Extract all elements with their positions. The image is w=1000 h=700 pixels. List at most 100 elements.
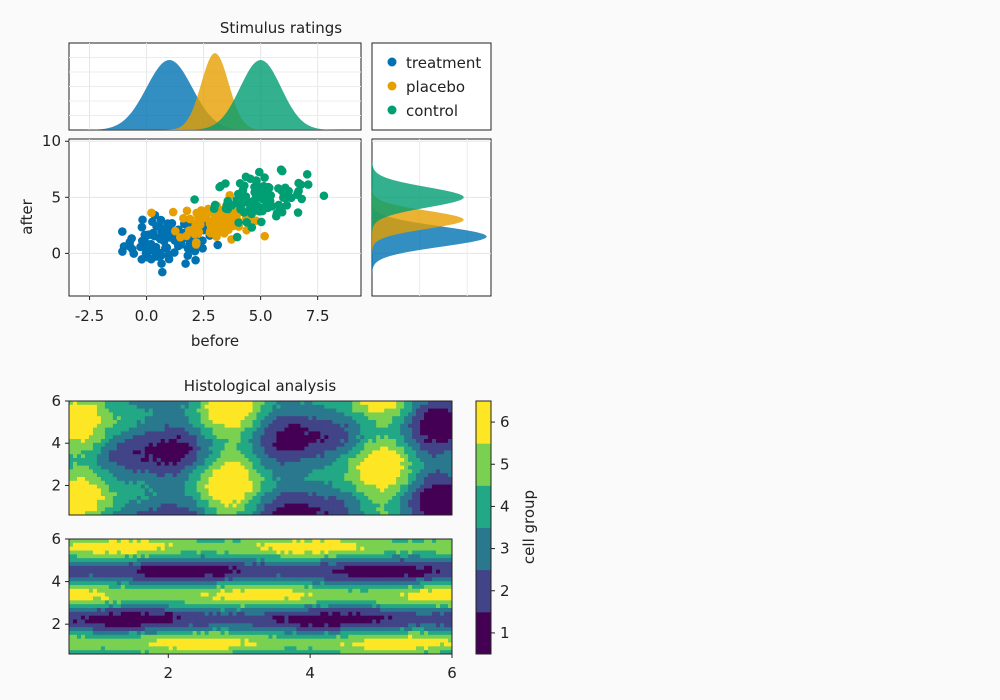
heat-cell xyxy=(116,465,122,470)
heat-cell xyxy=(88,565,94,571)
heat-cell xyxy=(396,439,401,444)
heat-cell xyxy=(76,404,82,410)
heat-cell xyxy=(216,646,222,651)
heat-cell xyxy=(304,480,309,486)
heat-cell xyxy=(292,412,298,417)
heat-cell xyxy=(440,499,445,505)
heat-cell xyxy=(312,427,317,432)
heat-cell xyxy=(388,480,393,486)
heat-cell xyxy=(388,454,393,459)
heat-cell xyxy=(172,554,178,559)
heat-cell xyxy=(120,642,126,647)
heat-cell xyxy=(84,477,90,482)
heat-cell xyxy=(372,465,377,470)
scatter-point-placebo xyxy=(199,209,209,219)
heat-cell xyxy=(184,480,190,486)
scatter-point-treatment xyxy=(137,222,147,232)
heat-cell xyxy=(264,558,270,563)
heat-cell xyxy=(396,465,401,470)
heat-cell xyxy=(132,416,138,421)
heat-cell xyxy=(76,565,82,571)
heat-cell xyxy=(256,650,262,654)
heat-cell xyxy=(240,507,246,512)
heat-cell xyxy=(208,627,214,632)
heat-cell xyxy=(140,477,146,482)
heat-cell xyxy=(296,627,301,632)
heat-cell xyxy=(168,569,174,575)
heat-cell xyxy=(352,492,357,497)
heat-cell xyxy=(200,573,206,578)
heat-cell xyxy=(144,627,150,632)
heat-cell xyxy=(140,627,146,632)
heat-cell xyxy=(332,511,337,515)
heat-cell xyxy=(252,416,258,421)
heat-cell xyxy=(132,469,138,474)
heat-cell xyxy=(344,488,349,493)
heat-cell xyxy=(104,442,110,448)
heat-cell xyxy=(444,484,449,489)
heat-cell xyxy=(260,565,266,571)
heat-cell xyxy=(136,646,142,651)
heat-cell xyxy=(160,539,166,544)
scatter-point-control xyxy=(293,188,303,198)
heat-cell xyxy=(244,469,250,474)
heat-cell xyxy=(248,608,254,613)
heat-cell xyxy=(348,450,353,455)
heat-cell xyxy=(172,446,178,451)
heat-cell xyxy=(284,631,290,636)
heat-cell xyxy=(104,450,110,455)
heat-cell xyxy=(204,577,210,582)
heat-cell xyxy=(176,542,182,548)
heat-cell xyxy=(280,562,286,567)
heat-cell xyxy=(200,439,206,444)
heat-cell xyxy=(376,499,381,505)
heat-cell xyxy=(380,454,385,459)
heat-cell xyxy=(256,416,262,421)
heat-cell xyxy=(120,427,126,432)
heat-cell xyxy=(124,569,130,575)
heat-cell xyxy=(188,539,194,544)
heat-cell xyxy=(152,611,158,617)
heat-cell xyxy=(272,477,278,482)
heat-cell xyxy=(208,581,214,586)
scatter-point-treatment xyxy=(164,254,174,264)
heat-cell xyxy=(416,450,421,455)
heat-cell xyxy=(392,401,397,406)
heat-cell xyxy=(164,596,170,601)
heat-cell xyxy=(300,473,305,478)
heat-cell xyxy=(276,503,282,508)
heat-cell xyxy=(420,401,425,406)
heat-cell xyxy=(196,507,202,512)
heat-cell xyxy=(128,650,134,654)
heat-cell xyxy=(412,423,417,429)
heat-cell xyxy=(436,473,441,478)
heat-cell xyxy=(180,450,186,455)
heat-cell xyxy=(176,608,182,613)
heat-cell xyxy=(296,631,301,636)
heat-cell xyxy=(244,569,250,575)
heat-cell xyxy=(180,446,186,451)
heat-cell xyxy=(248,420,254,425)
scatter-point-treatment xyxy=(170,248,179,257)
heat-cell xyxy=(204,585,210,590)
heat-cell xyxy=(128,401,134,406)
heat-cell xyxy=(104,401,110,406)
heat-cell xyxy=(332,465,337,470)
heat-cell xyxy=(328,499,333,505)
heat-cell xyxy=(448,469,452,474)
heat-cell xyxy=(204,627,210,632)
heat-cell xyxy=(392,450,397,455)
heat-cell xyxy=(124,611,130,617)
scatter-point-control xyxy=(282,200,292,210)
heat-cell xyxy=(176,461,182,467)
heat-cell xyxy=(140,638,146,644)
scatter-point-placebo xyxy=(191,219,201,229)
heat-cell xyxy=(240,588,246,594)
heat-cell xyxy=(212,623,218,628)
heat-cell xyxy=(136,408,142,413)
heat-cell xyxy=(328,420,333,425)
heat-cell xyxy=(276,650,282,654)
heat-cell xyxy=(300,401,305,406)
heat-cell xyxy=(288,611,294,617)
scatter-point-control xyxy=(237,199,247,208)
